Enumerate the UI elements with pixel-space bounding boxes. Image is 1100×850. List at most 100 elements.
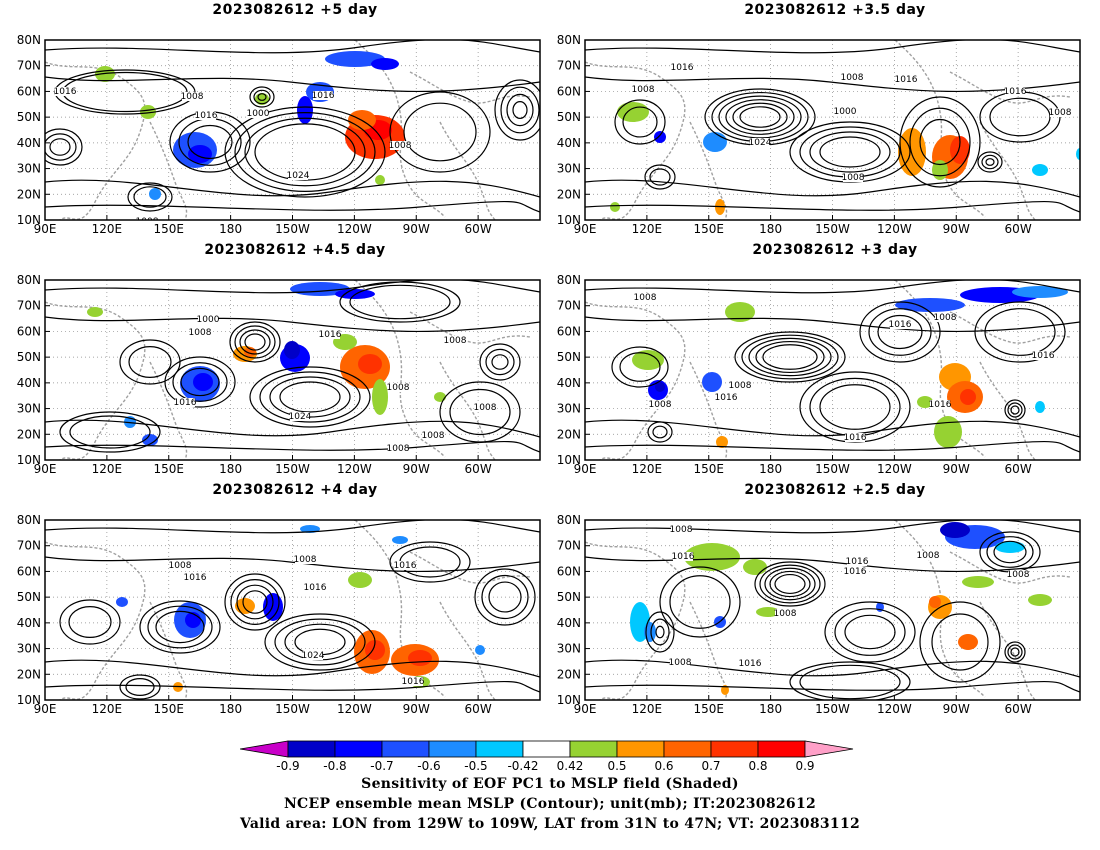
y-tick-label: 30N — [557, 402, 581, 416]
x-tick-label: 180 — [219, 462, 242, 476]
x-tick-label: 180 — [759, 222, 782, 236]
shaded-area — [325, 51, 385, 67]
colorbar-box — [710, 740, 759, 758]
contour-label: 1016 — [319, 330, 342, 340]
shaded-area — [375, 175, 385, 185]
x-tick-label: 150W — [275, 222, 310, 236]
shaded-area — [358, 354, 382, 374]
colorbar-tick-label: -0.7 — [370, 759, 393, 773]
x-tick-label: 90E — [34, 222, 57, 236]
y-tick-label: 60N — [557, 564, 581, 578]
contour-label: 1016 — [1004, 87, 1027, 97]
shaded-area — [1032, 164, 1048, 176]
contour-label: 1024 — [302, 651, 325, 661]
panel-title: 2023082612 +4.5 day — [204, 242, 386, 258]
x-tick-label: 120E — [92, 222, 123, 236]
shaded-area — [617, 102, 649, 122]
y-tick-label: 40N — [557, 376, 581, 390]
contour-label: 1016 — [844, 433, 867, 443]
footer-title: Sensitivity of EOF PC1 to MSLP field (Sh… — [361, 776, 739, 792]
contour-label: 1016 — [402, 677, 425, 687]
contour-label: 1016 — [889, 320, 912, 330]
contour-label: 1000 — [247, 109, 270, 119]
colorbar-left-arrow — [239, 740, 289, 758]
shaded-area — [934, 416, 962, 448]
shaded-area — [116, 597, 128, 607]
x-tick-label: 60W — [1005, 702, 1032, 716]
contour-label: 1016 — [715, 393, 738, 403]
y-tick-label: 80N — [17, 273, 41, 287]
x-tick-label: 180 — [759, 462, 782, 476]
x-tick-label: 120E — [632, 462, 663, 476]
x-tick-label: 120E — [92, 702, 123, 716]
mslp-contours — [645, 531, 1041, 700]
colorbar-tick-label: -0.8 — [323, 759, 346, 773]
shaded-area — [610, 202, 620, 212]
panel-plus3p5-day: 2023082612 +3.5 day 1008 1016 1008 1016 1000… — [540, 2, 1100, 242]
colorbar-box — [475, 740, 524, 758]
contour-label: 1008 — [387, 444, 410, 454]
shaded-area — [995, 541, 1025, 553]
x-tick-label: 180 — [219, 702, 242, 716]
contour-label: 1008 — [294, 555, 317, 565]
x-tick-label: 180 — [219, 222, 242, 236]
colorbar-tick-label: 0.9 — [795, 759, 814, 773]
sensitivity-shading — [632, 286, 1068, 448]
shaded-area — [743, 559, 767, 575]
shaded-area — [372, 379, 388, 415]
x-tick-label: 150E — [694, 702, 725, 716]
colorbar-box — [334, 740, 383, 758]
x-tick-label: 120W — [877, 462, 912, 476]
y-tick-label: 30N — [557, 642, 581, 656]
contour-label: 1008 — [444, 336, 467, 346]
shaded-area — [140, 105, 156, 119]
panel-plus3-day: 2023082612 +3 day 1008 1016 1008 1008 1016 10… — [540, 242, 1100, 482]
y-tick-label: 70N — [17, 299, 41, 313]
colorbar-right-arrow — [804, 740, 854, 758]
y-tick-label: 80N — [557, 273, 581, 287]
y-tick-label: 60N — [17, 324, 41, 338]
x-tick-label: 60W — [465, 222, 492, 236]
shaded-area — [632, 350, 664, 370]
contour-label: 1008 — [181, 92, 204, 102]
shaded-area — [297, 96, 313, 124]
x-tick-label: 90W — [403, 702, 430, 716]
x-tick-label: 90W — [943, 702, 970, 716]
y-tick-label: 50N — [557, 110, 581, 124]
mslp-contour-lines — [45, 280, 540, 453]
x-tick-label: 90E — [34, 462, 57, 476]
shaded-area — [703, 132, 727, 152]
colorbar-box — [663, 740, 712, 758]
colorbar-tick-label: 0.7 — [701, 759, 720, 773]
y-tick-label: 30N — [17, 402, 41, 416]
shaded-area — [235, 598, 255, 614]
mslp-contours — [611, 301, 1066, 443]
x-tick-label: 150E — [694, 462, 725, 476]
y-tick-label: 80N — [17, 513, 41, 527]
shaded-area — [1012, 286, 1068, 298]
y-tick-label: 50N — [17, 110, 41, 124]
contour-label: 1024 — [749, 138, 772, 148]
contour-label: 1016 — [184, 573, 207, 583]
contour-label: 1008 — [634, 293, 657, 303]
contour-label: 1024 — [287, 171, 310, 181]
contour-label: 1008 — [917, 551, 940, 561]
shaded-area — [929, 596, 941, 608]
contour-label: 1008 — [774, 609, 797, 619]
contour-label: 1016 — [929, 400, 952, 410]
y-tick-label: 40N — [557, 616, 581, 630]
x-tick-label: 90E — [574, 222, 597, 236]
contour-label: 1008 — [669, 658, 692, 668]
x-tick-label: 180 — [759, 702, 782, 716]
colorbar-tick-label: -0.5 — [464, 759, 487, 773]
x-tick-label: 90W — [943, 462, 970, 476]
contour-label: 1016 — [672, 552, 695, 562]
contour-label: 1016 — [54, 87, 77, 97]
colorbar-box — [757, 740, 806, 758]
contour-label: 1008 — [136, 217, 159, 227]
shaded-area — [895, 298, 965, 312]
mslp-contours — [45, 69, 540, 212]
x-tick-label: 150W — [815, 462, 850, 476]
